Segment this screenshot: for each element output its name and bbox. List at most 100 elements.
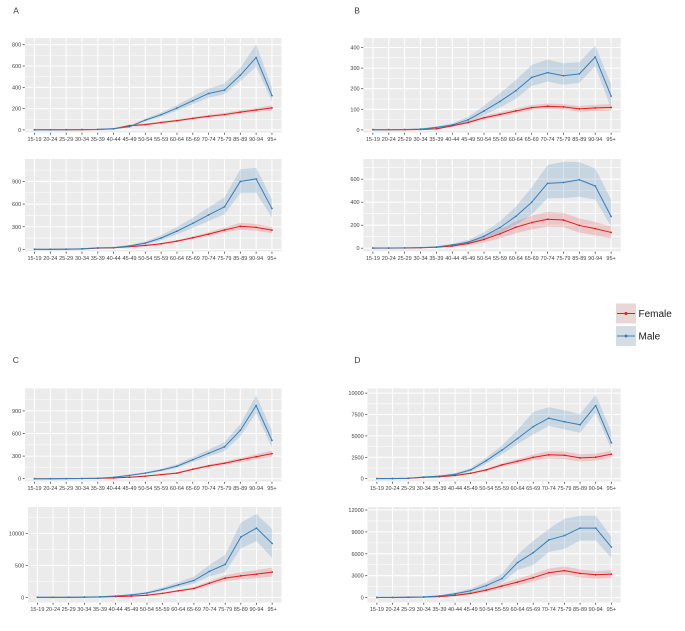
svg-text:200: 200 (12, 107, 21, 113)
svg-text:70-74: 70-74 (541, 256, 555, 262)
svg-text:45-49: 45-49 (122, 486, 136, 492)
svg-text:900: 900 (12, 409, 21, 415)
svg-text:55-59: 55-59 (154, 486, 168, 492)
svg-text:45-49: 45-49 (461, 137, 475, 143)
svg-text:95+: 95+ (606, 256, 615, 262)
svg-text:70-74: 70-74 (202, 256, 216, 262)
svg-text:50-54: 50-54 (479, 607, 493, 613)
svg-text:40-44: 40-44 (109, 607, 123, 613)
svg-text:85-89: 85-89 (233, 486, 247, 492)
svg-text:C: C (13, 355, 19, 365)
svg-text:0: 0 (357, 246, 360, 252)
svg-text:95+: 95+ (267, 256, 276, 262)
svg-text:95+: 95+ (607, 486, 616, 492)
svg-text:85-89: 85-89 (233, 256, 247, 262)
svg-text:25-29: 25-29 (62, 607, 76, 613)
svg-text:95+: 95+ (267, 137, 276, 143)
svg-text:60-64: 60-64 (170, 486, 184, 492)
svg-text:55-59: 55-59 (495, 607, 509, 613)
svg-text:45-49: 45-49 (464, 486, 478, 492)
svg-text:B: B (354, 5, 360, 15)
svg-text:90-94: 90-94 (589, 607, 603, 613)
svg-text:30-34: 30-34 (75, 486, 89, 492)
svg-text:30-34: 30-34 (75, 256, 89, 262)
svg-text:75-79: 75-79 (556, 256, 570, 262)
svg-text:90-94: 90-94 (588, 256, 602, 262)
svg-text:100: 100 (350, 107, 359, 113)
svg-text:600: 600 (12, 202, 21, 208)
svg-text:70-74: 70-74 (202, 486, 216, 492)
svg-text:200: 200 (350, 87, 359, 93)
svg-text:15-19: 15-19 (27, 486, 41, 492)
svg-text:35-39: 35-39 (429, 256, 443, 262)
svg-text:60-64: 60-64 (511, 607, 525, 613)
svg-text:0: 0 (18, 128, 21, 134)
svg-text:5000: 5000 (351, 434, 363, 440)
svg-text:75-79: 75-79 (217, 486, 231, 492)
svg-text:90-94: 90-94 (249, 607, 263, 613)
svg-text:65-69: 65-69 (526, 607, 540, 613)
svg-text:600: 600 (12, 432, 21, 438)
svg-text:75-79: 75-79 (218, 607, 232, 613)
svg-text:50-54: 50-54 (477, 137, 491, 143)
svg-text:400: 400 (350, 46, 359, 52)
svg-text:40-44: 40-44 (107, 256, 121, 262)
svg-text:10000: 10000 (9, 531, 24, 537)
svg-text:55-59: 55-59 (154, 256, 168, 262)
svg-text:15-19: 15-19 (27, 137, 41, 143)
svg-text:30-34: 30-34 (75, 137, 89, 143)
svg-text:55-59: 55-59 (493, 137, 507, 143)
svg-text:30-34: 30-34 (417, 486, 431, 492)
svg-text:40-44: 40-44 (448, 486, 462, 492)
svg-text:25-29: 25-29 (59, 486, 73, 492)
svg-text:35-39: 35-39 (432, 607, 446, 613)
svg-text:0: 0 (357, 128, 360, 134)
svg-text:0: 0 (361, 596, 364, 602)
svg-text:10000: 10000 (348, 391, 363, 397)
svg-text:0: 0 (18, 477, 21, 483)
svg-text:75-79: 75-79 (557, 486, 571, 492)
svg-text:50-54: 50-54 (138, 486, 152, 492)
svg-text:85-89: 85-89 (573, 486, 587, 492)
svg-text:95+: 95+ (267, 607, 276, 613)
svg-text:9000: 9000 (351, 530, 363, 536)
svg-text:65-69: 65-69 (526, 486, 540, 492)
svg-text:6000: 6000 (351, 552, 363, 558)
svg-text:45-49: 45-49 (464, 607, 478, 613)
svg-text:60-64: 60-64 (511, 486, 525, 492)
svg-text:20-24: 20-24 (385, 486, 399, 492)
svg-text:95+: 95+ (606, 137, 615, 143)
svg-text:55-59: 55-59 (154, 137, 168, 143)
svg-text:A: A (13, 5, 19, 15)
svg-text:45-49: 45-49 (124, 607, 138, 613)
svg-text:3000: 3000 (351, 574, 363, 580)
svg-text:900: 900 (12, 179, 21, 185)
svg-text:300: 300 (350, 66, 359, 72)
svg-text:60-64: 60-64 (171, 607, 185, 613)
svg-text:25-29: 25-29 (59, 256, 73, 262)
svg-text:20-24: 20-24 (385, 607, 399, 613)
svg-text:40-44: 40-44 (107, 486, 121, 492)
svg-text:90-94: 90-94 (588, 137, 602, 143)
svg-text:15-19: 15-19 (370, 607, 384, 613)
svg-text:D: D (354, 355, 360, 365)
svg-text:35-39: 35-39 (91, 256, 105, 262)
svg-text:75-79: 75-79 (217, 137, 231, 143)
svg-text:50-54: 50-54 (477, 256, 491, 262)
svg-text:45-49: 45-49 (461, 256, 475, 262)
svg-text:60-64: 60-64 (509, 137, 523, 143)
svg-text:0: 0 (21, 595, 24, 601)
svg-text:60-64: 60-64 (509, 256, 523, 262)
svg-text:40-44: 40-44 (445, 137, 459, 143)
svg-text:65-69: 65-69 (525, 256, 539, 262)
svg-text:35-39: 35-39 (93, 607, 107, 613)
svg-text:25-29: 25-29 (59, 137, 73, 143)
svg-text:600: 600 (350, 177, 359, 183)
svg-text:15-19: 15-19 (366, 137, 380, 143)
svg-text:30-34: 30-34 (414, 256, 428, 262)
svg-text:Male: Male (639, 332, 661, 343)
svg-text:50-54: 50-54 (479, 486, 493, 492)
svg-text:25-29: 25-29 (398, 137, 412, 143)
svg-text:95+: 95+ (267, 486, 276, 492)
svg-text:800: 800 (12, 43, 21, 49)
